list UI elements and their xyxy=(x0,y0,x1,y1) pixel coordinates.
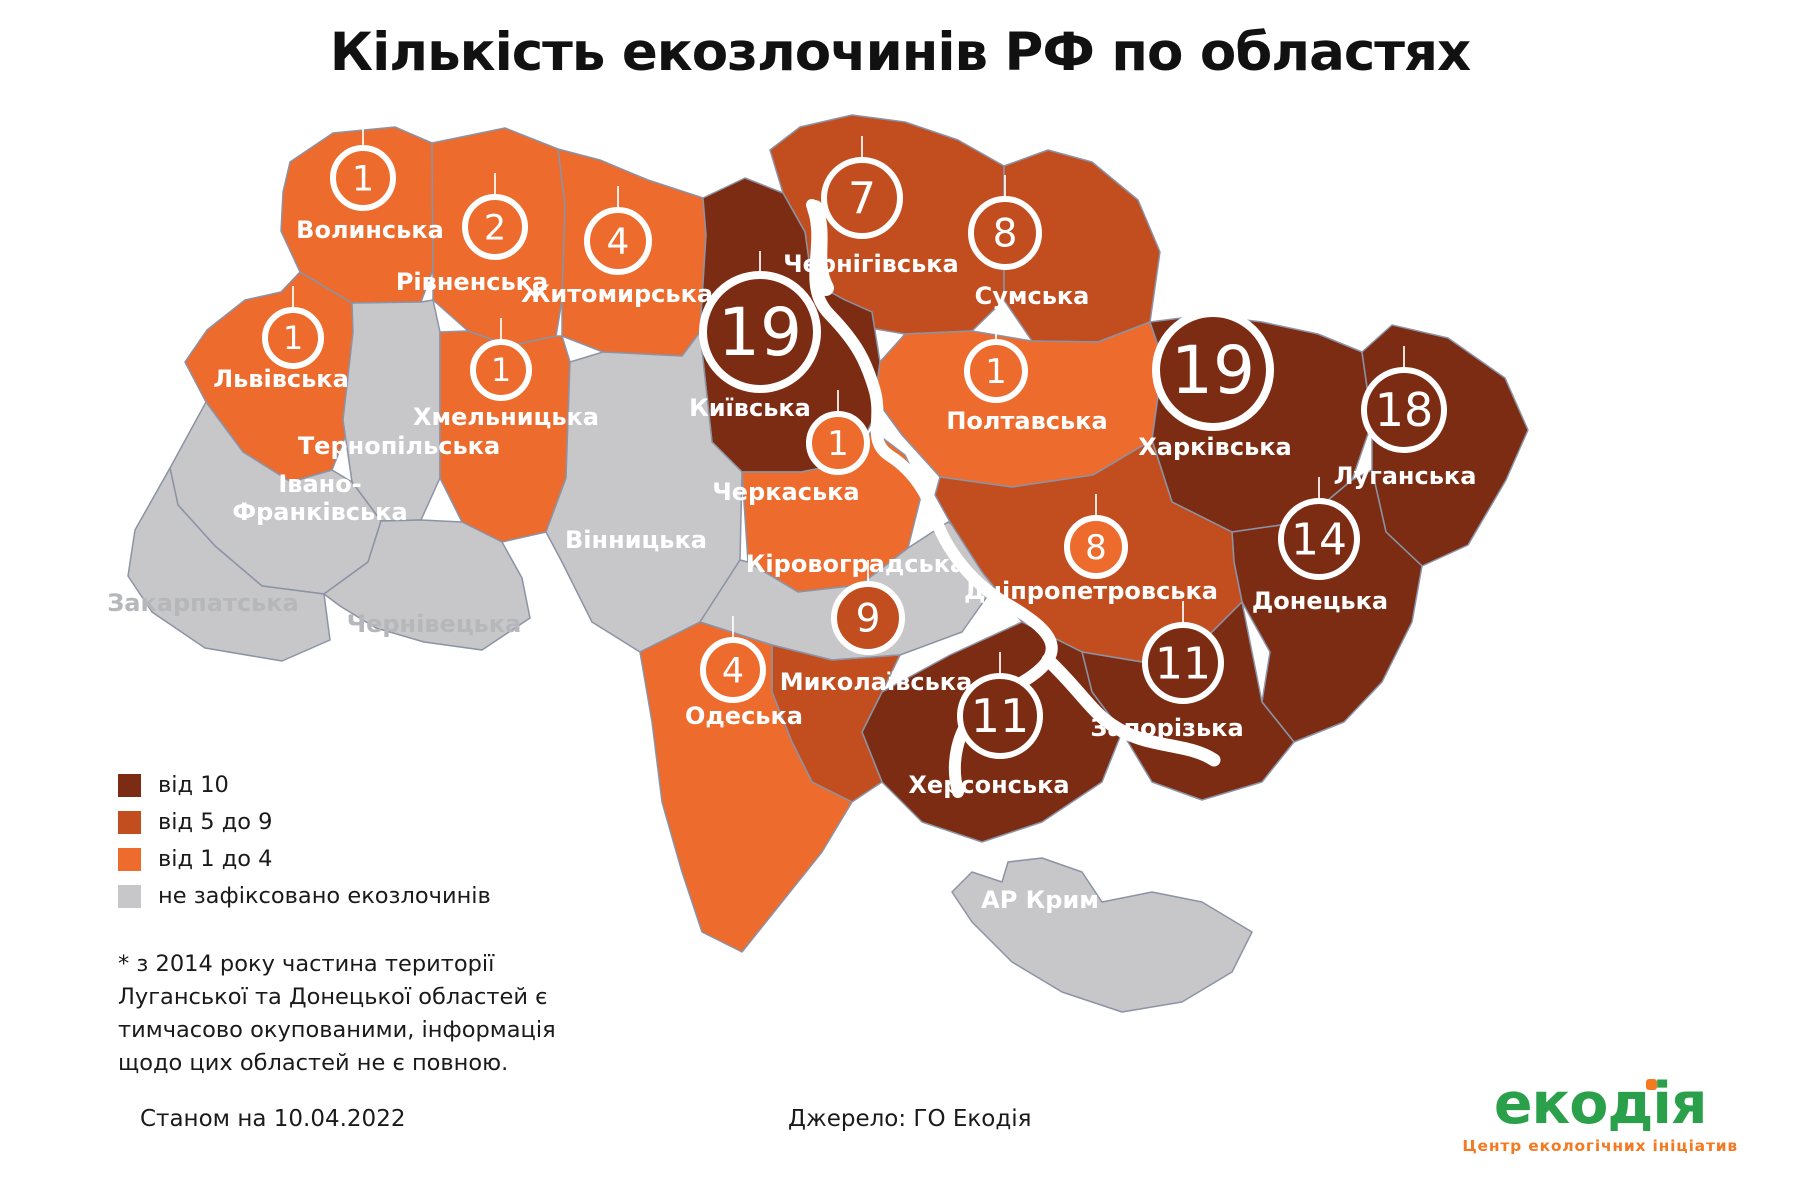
region-label: Франківська xyxy=(232,498,407,526)
region-value: 4 xyxy=(607,222,630,263)
logo-wordmark: екодія xyxy=(1494,1076,1708,1133)
footnote: * з 2014 року частина території Луганськ… xyxy=(118,951,556,1076)
logo-i-dot-icon xyxy=(1645,1079,1657,1090)
region-label: Вінницька xyxy=(565,526,707,554)
region-value: 1 xyxy=(352,159,374,199)
region-value: 1 xyxy=(985,352,1007,392)
legend-item-none: не зафіксовано екозлочинів xyxy=(118,883,491,909)
region-label: Дніпропетровська xyxy=(964,577,1218,605)
region-value: 18 xyxy=(1375,383,1434,437)
source-credit: Джерело: ГО Екодія xyxy=(788,1106,1032,1132)
region-label: Харківська xyxy=(1138,433,1291,461)
value-circle xyxy=(968,196,1042,270)
legend-label: не зафіксовано екозлочинів xyxy=(158,883,491,909)
value-circle xyxy=(831,581,905,655)
value-circle xyxy=(462,194,528,260)
value-circle xyxy=(821,157,903,239)
value-circle xyxy=(1361,367,1447,453)
region-label: Донецька xyxy=(1252,587,1388,615)
page-title: Кількість екозлочинів РФ по областях xyxy=(329,22,1471,83)
legend-swatch-icon xyxy=(118,773,141,797)
value-circle xyxy=(806,411,870,475)
region-label: Закарпатська xyxy=(107,589,298,617)
region-label: Полтавська xyxy=(946,407,1107,435)
region-label: Запорізька xyxy=(1090,714,1243,742)
region-label: Тернопільська xyxy=(298,432,500,460)
logo-wordmark-text: екодія xyxy=(1493,1071,1708,1137)
region-label: Хмельницька xyxy=(413,403,599,431)
region-label: Рівненська xyxy=(396,268,548,296)
logo-tagline: Центр екологічних ініціатив xyxy=(1462,1137,1738,1155)
region-value: 1 xyxy=(827,424,849,464)
region-label: Одеська xyxy=(685,702,803,730)
region-crimea xyxy=(951,857,1253,1013)
legend: від 10 від 5 до 9 від 1 до 4 не зафіксовано… xyxy=(118,772,491,909)
region-odesa xyxy=(639,621,853,953)
region-label: Чернігівська xyxy=(783,250,959,278)
legend-item-high: від 10 xyxy=(118,772,491,798)
region-label: Житомирська xyxy=(521,280,713,308)
region-label: Львівська xyxy=(213,365,349,393)
legend-label: від 10 xyxy=(158,772,229,798)
region-value: 11 xyxy=(971,689,1030,743)
value-circle xyxy=(262,307,324,369)
legend-swatch-icon xyxy=(118,810,141,834)
value-circle xyxy=(957,673,1043,759)
legend-item-low: від 1 до 4 xyxy=(118,846,491,872)
region-sumy xyxy=(1003,149,1161,343)
region-value: 4 xyxy=(722,651,744,691)
region-label: Київська xyxy=(689,394,811,422)
kakhovka-reservoir xyxy=(1041,653,1221,767)
legend-label: від 1 до 4 xyxy=(158,846,273,872)
region-label: Кіровоградська xyxy=(746,550,966,578)
region-value: 7 xyxy=(848,173,876,224)
region-label: Волинська xyxy=(296,216,444,244)
region-value: 1 xyxy=(283,319,303,357)
region-value: 19 xyxy=(1171,332,1255,409)
region-label: Сумська xyxy=(975,282,1090,310)
region-value: 2 xyxy=(484,208,506,248)
region-value: 14 xyxy=(1291,514,1347,565)
region-label: АР Крим xyxy=(981,886,1099,914)
value-circle xyxy=(1064,515,1128,579)
legend-swatch-icon xyxy=(118,884,141,908)
region-label: Чернівецька xyxy=(347,610,522,638)
legend-swatch-icon xyxy=(118,847,141,871)
value-circle xyxy=(1142,622,1224,704)
region-chernivtsi xyxy=(323,519,531,651)
region-value: 1 xyxy=(491,351,511,389)
value-circle xyxy=(470,339,532,401)
legend-label: від 5 до 9 xyxy=(158,809,273,835)
region-value: 8 xyxy=(1085,528,1107,568)
legend-item-mid: від 5 до 9 xyxy=(118,809,491,835)
region-value: 9 xyxy=(856,597,881,642)
region-label: Миколаївська xyxy=(780,668,973,696)
as-of-date: Станом на 10.04.2022 xyxy=(140,1106,406,1132)
value-circle xyxy=(330,145,396,211)
region-value: 19 xyxy=(718,294,802,371)
value-circle xyxy=(584,207,652,275)
value-circle xyxy=(964,339,1028,403)
region-label: Івано- xyxy=(278,470,361,498)
region-label: Херсонська xyxy=(908,771,1069,799)
region-zakarpattia xyxy=(127,467,331,662)
value-circle xyxy=(700,637,766,703)
ecoaction-logo: екодія Центр екологічних ініціатив xyxy=(1462,1076,1738,1156)
region-label: Луганська xyxy=(1334,462,1477,490)
value-circle xyxy=(699,271,821,393)
region-label: Черкаська xyxy=(712,478,859,506)
value-circle xyxy=(1152,309,1274,431)
region-value: 11 xyxy=(1155,638,1211,689)
region-value: 8 xyxy=(993,212,1018,257)
value-circle xyxy=(1278,498,1360,580)
